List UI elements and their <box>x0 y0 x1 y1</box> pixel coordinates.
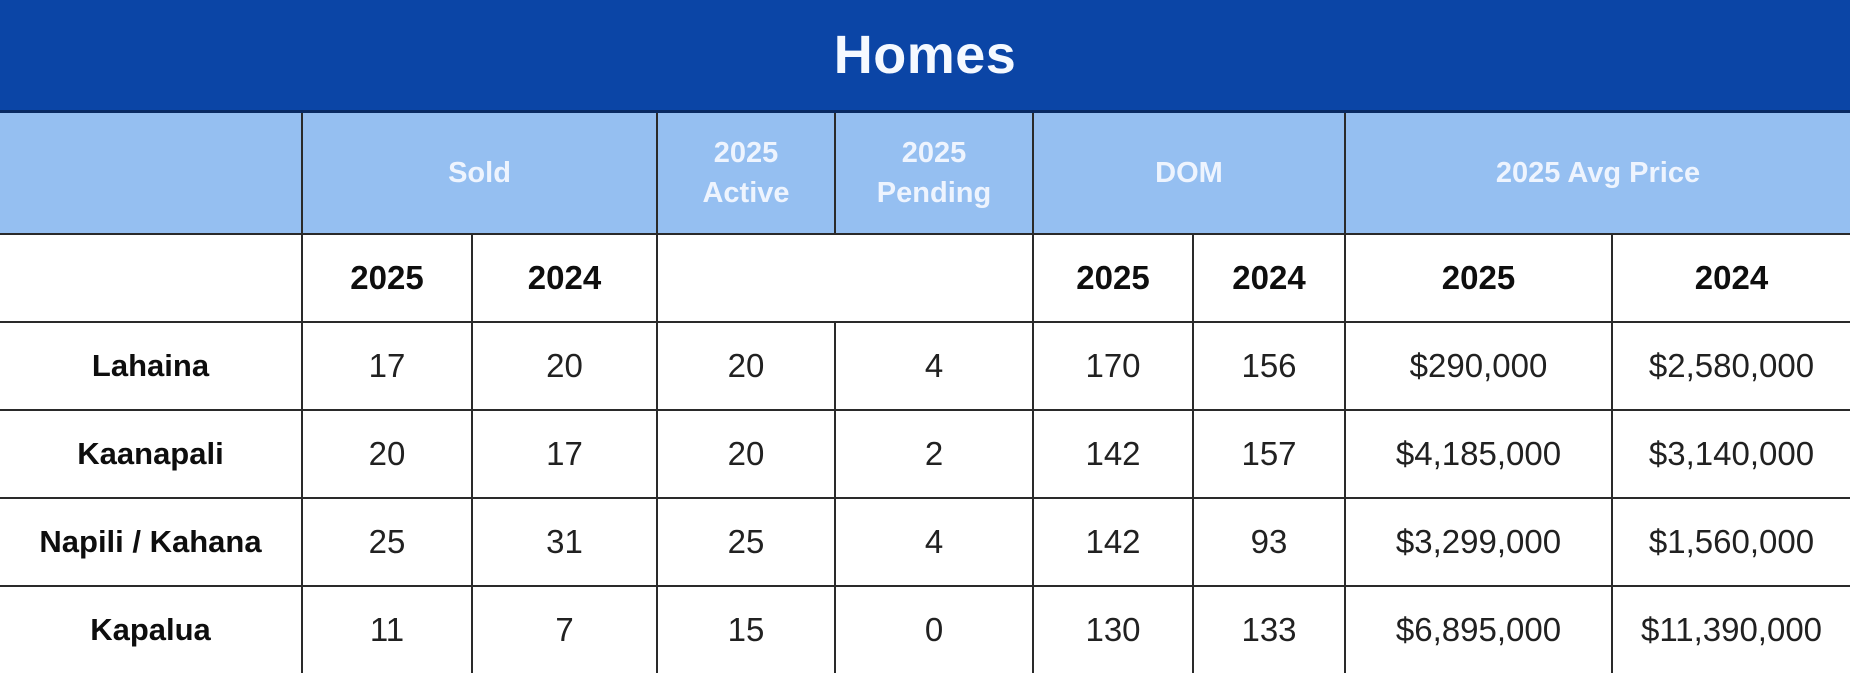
dom-2025-value: 170 <box>1032 321 1194 411</box>
dom-2024-value: 156 <box>1192 321 1346 411</box>
pending-2025-value: 4 <box>834 321 1034 411</box>
col-group-2025-pending-label: 2025 Pending <box>876 136 992 209</box>
table-row-napili-kahana: Napili / Kahana 25 31 25 4 142 93 $3,299… <box>0 497 1850 587</box>
dom-2024-value: 157 <box>1192 409 1346 499</box>
sold-2025-year-header: 2025 <box>301 233 473 323</box>
column-group-header-row: Sold 2025 Active 2025 Pending DOM 2025 A… <box>0 111 1850 235</box>
avg-price-2025-value: $6,895,000 <box>1344 585 1613 673</box>
avg-price-2024-value: $1,560,000 <box>1610 497 1850 587</box>
sold-2025-value: 17 <box>301 321 473 411</box>
col-group-dom: DOM <box>1032 111 1346 235</box>
avg-price-2024-value: $11,390,000 <box>1610 585 1850 673</box>
corner-blank-cell <box>0 111 303 235</box>
sold-2024-value: 17 <box>471 409 658 499</box>
col-group-2025-avg-price-label: 2025 Avg Price <box>1495 156 1701 189</box>
sold-2025-value: 11 <box>301 585 473 673</box>
dom-2025-value: 142 <box>1032 409 1194 499</box>
col-group-sold: Sold <box>301 111 658 235</box>
avg-price-2024-value: $3,140,000 <box>1610 409 1850 499</box>
dom-2025-value: 142 <box>1032 497 1194 587</box>
col-group-dom-label: DOM <box>1155 156 1223 189</box>
active-2025-value: 15 <box>656 585 836 673</box>
dom-2024-value: 93 <box>1192 497 1346 587</box>
dom-2025-value: 130 <box>1032 585 1194 673</box>
page-title: Homes <box>0 0 1850 113</box>
table-row-lahaina: Lahaina 17 20 20 4 170 156 $290,000 $2,5… <box>0 321 1850 411</box>
col-group-2025-active: 2025 Active <box>656 111 836 235</box>
avg-price-2024-value: $2,580,000 <box>1610 321 1850 411</box>
region-name: Kaanapali <box>0 409 303 499</box>
year-row-blank-active-pending-cell <box>656 233 1034 323</box>
year-row-blank-region-cell <box>0 233 303 323</box>
dom-2024-year-header: 2024 <box>1192 233 1346 323</box>
sold-2025-value: 20 <box>301 409 473 499</box>
region-name: Kapalua <box>0 585 303 673</box>
avg-price-2024-year-header: 2024 <box>1610 233 1850 323</box>
region-name: Lahaina <box>0 321 303 411</box>
avg-price-2025-value: $4,185,000 <box>1344 409 1613 499</box>
active-2025-value: 20 <box>656 409 836 499</box>
sold-2024-value: 31 <box>471 497 658 587</box>
pending-2025-value: 0 <box>834 585 1034 673</box>
sold-2024-value: 7 <box>471 585 658 673</box>
active-2025-value: 20 <box>656 321 836 411</box>
col-group-2025-active-label: 2025 Active <box>702 136 790 209</box>
avg-price-2025-value: $3,299,000 <box>1344 497 1613 587</box>
pending-2025-value: 2 <box>834 409 1034 499</box>
year-subheader-row: 2025 2024 2025 2024 2025 2024 <box>0 233 1850 323</box>
dom-2024-value: 133 <box>1192 585 1346 673</box>
avg-price-2025-value: $290,000 <box>1344 321 1613 411</box>
active-2025-value: 25 <box>656 497 836 587</box>
avg-price-2025-year-header: 2025 <box>1344 233 1613 323</box>
dom-2025-year-header: 2025 <box>1032 233 1194 323</box>
col-group-2025-avg-price: 2025 Avg Price <box>1343 111 1850 235</box>
title-bar: Homes <box>0 0 1850 113</box>
sold-2024-value: 20 <box>471 321 658 411</box>
sold-2024-year-header: 2024 <box>471 233 658 323</box>
table-row-kaanapali: Kaanapali 20 17 20 2 142 157 $4,185,000 … <box>0 409 1850 499</box>
col-group-sold-label: Sold <box>448 156 511 189</box>
pending-2025-value: 4 <box>834 497 1034 587</box>
col-group-2025-pending: 2025 Pending <box>834 111 1034 235</box>
region-name: Napili / Kahana <box>0 497 303 587</box>
table-row-kapalua: Kapalua 11 7 15 0 130 133 $6,895,000 $11… <box>0 585 1850 673</box>
sold-2025-value: 25 <box>301 497 473 587</box>
